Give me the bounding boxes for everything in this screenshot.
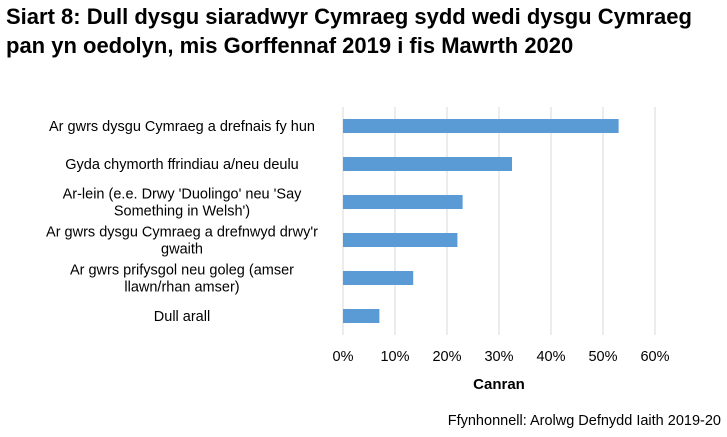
x-tick-label: 20%: [432, 349, 461, 365]
category-label: Ar gwrs prifysgol neu goleg (amser llawn/…: [70, 263, 294, 296]
bar: [343, 195, 463, 209]
gridlines: [342, 107, 656, 335]
bar: [343, 157, 512, 171]
x-axis-title: Canran: [473, 376, 525, 393]
x-tick-labels: 0% 10% 20% 30% 40% 50% 60%: [333, 349, 670, 365]
x-tick-label: 0%: [333, 349, 354, 365]
bar: [343, 233, 458, 247]
category-labels: Ar gwrs dysgu Cymraeg a drefnais fy hun G…: [46, 119, 318, 325]
category-label: Ar-lein (e.e. Drwy 'Duolingo' neu 'Say So…: [63, 187, 303, 220]
bar: [343, 119, 619, 133]
source-note: Ffynhonnell: Arolwg Defnydd Iaith 2019-2…: [447, 413, 721, 429]
x-tick-label: 50%: [588, 349, 617, 365]
x-tick-label: 30%: [484, 349, 513, 365]
x-tick-label: 10%: [380, 349, 409, 365]
category-label: Dull arall: [154, 309, 210, 325]
chart-title: Siart 8: Dull dysgu siaradwyr Cymraeg sy…: [6, 4, 692, 58]
category-label: Ar gwrs dysgu Cymraeg a drefnais fy hun: [49, 119, 315, 135]
category-label: Ar gwrs dysgu Cymraeg a drefnwyd drwy'r g…: [46, 225, 318, 258]
x-tick-label: 40%: [536, 349, 565, 365]
x-tick-label: 60%: [640, 349, 669, 365]
bar: [343, 309, 380, 323]
bar: [343, 271, 414, 285]
category-label: Gyda chymorth ffrindiau a/neu deulu: [65, 157, 299, 173]
bars: [343, 119, 619, 323]
